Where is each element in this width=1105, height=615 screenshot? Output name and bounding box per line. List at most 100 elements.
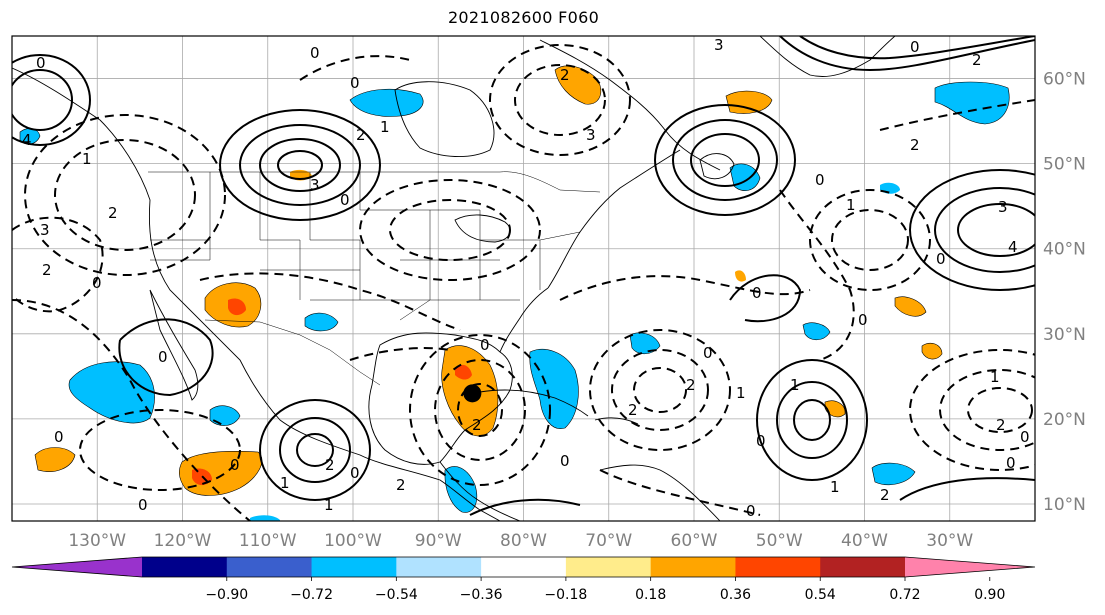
longitude-tick-label: 90°W — [415, 531, 462, 551]
map-frame — [11, 35, 1036, 522]
longitude-tick-label: 80°W — [500, 531, 547, 551]
map-title: 2021082600 F060 — [447, 8, 600, 27]
svg-text:0: 0 — [1020, 428, 1030, 446]
svg-text:0: 0 — [158, 348, 168, 366]
svg-text:0: 0 — [746, 502, 756, 520]
coastline-venezuela — [599, 464, 721, 521]
storm-center-marker — [463, 384, 482, 403]
svg-text:2: 2 — [628, 401, 638, 419]
svg-text:1: 1 — [82, 150, 92, 168]
colorbar-tick-label: 0.90 — [974, 587, 1005, 603]
latitude-tick-labels: 10°N 20°N 30°N 40°N 50°N 60°N — [1043, 70, 1086, 515]
svg-text:3: 3 — [586, 126, 596, 144]
svg-text:0: 0 — [340, 191, 350, 209]
negative-anomaly-hudson — [349, 88, 424, 117]
svg-text:2: 2 — [560, 66, 570, 84]
svg-text:0: 0 — [936, 250, 946, 268]
svg-text:3: 3 — [714, 36, 724, 54]
colorbar-tick-label: −0.54 — [375, 587, 418, 603]
svg-text:2: 2 — [472, 416, 482, 434]
svg-text:0: 0 — [92, 274, 102, 292]
longitude-tick-label: 40°W — [841, 531, 888, 551]
coastline-greenland — [759, 36, 896, 77]
svg-text:4: 4 — [22, 131, 32, 149]
negative-anomaly-small-2 — [209, 405, 241, 426]
negative-anomaly-atlantic-3 — [871, 462, 916, 485]
svg-text:0: 0 — [480, 336, 490, 354]
colorbar-tick-label: −0.18 — [544, 587, 587, 603]
positive-anomaly-small-2 — [735, 270, 746, 282]
svg-text:2: 2 — [686, 376, 696, 394]
colorbar-tick-label: 0.72 — [889, 587, 920, 603]
longitude-tick-labels: 130°W 120°W 110°W 100°W 90°W 80°W 70°W 60°W 50°W… — [68, 531, 973, 551]
colorbar-tick-labels: −0.90 −0.72 −0.54 −0.36 −0.18 0.18 0.36 0.54 0.7… — [205, 577, 1005, 603]
svg-text:0: 0 — [815, 171, 825, 189]
colorbar-bin — [565, 557, 652, 577]
svg-text:0: 0 — [350, 74, 360, 92]
colorbar — [11, 556, 1036, 578]
svg-text:0: 0 — [138, 496, 148, 514]
coastline-east-coast — [547, 149, 681, 289]
coastline-labrador — [539, 39, 721, 171]
coastline-cuba — [479, 389, 589, 417]
us-canada-border — [148, 171, 601, 193]
svg-text:0: 0 — [230, 456, 240, 474]
latitude-tick-label: 60°N — [1043, 70, 1086, 90]
latitude-tick-label: 20°N — [1043, 410, 1086, 430]
colorbar-bin — [481, 557, 567, 577]
svg-text:2: 2 — [396, 476, 406, 494]
longitude-tick-label: 120°W — [154, 531, 212, 551]
svg-text:0: 0 — [756, 432, 766, 450]
svg-text:2: 2 — [42, 261, 52, 279]
longitude-tick-label: 50°W — [756, 531, 803, 551]
colorbar-tick-label: −0.90 — [205, 587, 248, 603]
positive-contours — [12, 36, 1035, 516]
coastline-north-america — [12, 67, 501, 521]
svg-text:0: 0 — [560, 452, 570, 470]
latitude-tick-label: 40°N — [1043, 240, 1086, 260]
longitude-tick-label: 60°W — [671, 531, 718, 551]
positive-anomaly-hudson — [554, 65, 602, 105]
negative-anomaly-caribbean — [529, 349, 579, 429]
latitude-tick-label: 30°N — [1043, 325, 1086, 345]
svg-text:2: 2 — [108, 204, 118, 222]
coastline-hudson-bay — [394, 81, 495, 158]
coastline-baja — [149, 289, 199, 401]
svg-text:0: 0 — [703, 344, 713, 362]
colorbar-tick-label: 0.18 — [635, 587, 666, 603]
negative-anomaly-north-atlantic — [934, 81, 1010, 125]
coastlines — [12, 36, 896, 521]
coastline-central-america — [439, 461, 521, 521]
svg-text:1: 1 — [324, 496, 334, 514]
svg-text:4: 4 — [1008, 238, 1018, 256]
colorbar-bin — [650, 557, 736, 577]
colorbar-extend-high — [905, 557, 1035, 577]
negative-contours — [12, 44, 1035, 521]
svg-text:2: 2 — [910, 136, 920, 154]
svg-text:0: 0 — [858, 311, 868, 329]
longitude-tick-label: 100°W — [324, 531, 382, 551]
svg-text:1: 1 — [380, 118, 390, 136]
svg-text:0: 0 — [36, 54, 46, 72]
svg-text:1: 1 — [990, 368, 1000, 386]
positive-anomaly-far-pacific — [34, 447, 76, 472]
svg-text:0: 0 — [54, 428, 64, 446]
colorbar-tick-label: 0.36 — [720, 587, 751, 603]
svg-text:0: 0 — [1006, 454, 1016, 472]
latitude-tick-label: 10°N — [1043, 495, 1086, 515]
latitude-tick-label: 50°N — [1043, 155, 1086, 175]
colorbar-outline — [11, 556, 1036, 578]
svg-text:0: 0 — [910, 38, 920, 56]
longitude-tick-label: 110°W — [239, 531, 297, 551]
contour-labels: 0 0 4 0 1 2 3 2 0 0 0 0 3 2 1 0 3 2 3 0 … — [22, 36, 1030, 520]
colorbar-tick-label: 0.54 — [805, 587, 836, 603]
positive-anomaly-gulf-inner — [455, 364, 472, 380]
svg-text:3: 3 — [310, 176, 320, 194]
positive-anomaly-southwest-core — [228, 298, 246, 316]
positive-anomaly-small-3 — [894, 296, 927, 317]
svg-text:2: 2 — [880, 486, 890, 504]
colorbar-bin — [396, 557, 482, 577]
svg-text:1: 1 — [280, 474, 290, 492]
positive-anomaly-labrador — [725, 90, 773, 114]
